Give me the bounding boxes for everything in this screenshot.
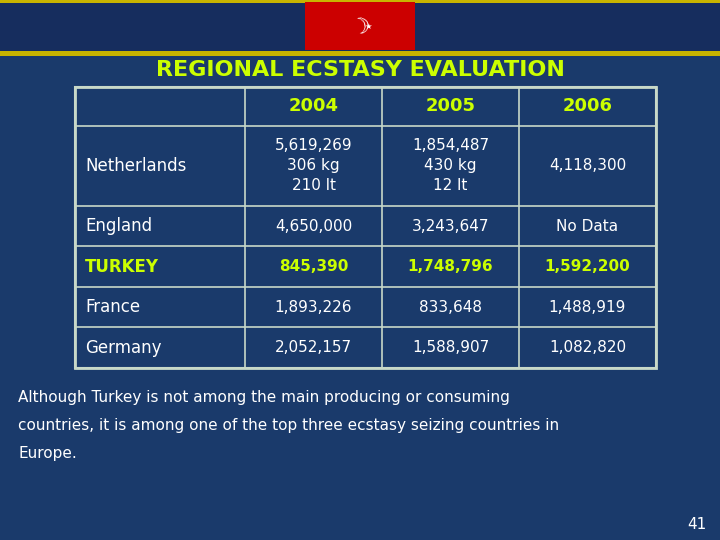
Text: 845,390: 845,390 — [279, 259, 348, 274]
Text: 2005: 2005 — [426, 97, 475, 116]
Text: 833,648: 833,648 — [419, 300, 482, 314]
Bar — [305, 2, 415, 50]
Text: France: France — [85, 298, 140, 316]
Text: 1,592,200: 1,592,200 — [544, 259, 631, 274]
Bar — [0, 0, 720, 3]
Text: England: England — [85, 217, 152, 235]
Text: Germany: Germany — [85, 339, 161, 356]
Text: 1,748,796: 1,748,796 — [408, 259, 493, 274]
Text: 1,893,226: 1,893,226 — [275, 300, 352, 314]
Text: 3,243,647: 3,243,647 — [412, 219, 490, 233]
Text: 1,588,907: 1,588,907 — [412, 340, 489, 355]
Text: 430 kg: 430 kg — [424, 158, 477, 173]
Text: 1,488,919: 1,488,919 — [549, 300, 626, 314]
Text: 2004: 2004 — [289, 97, 338, 116]
Text: 1,854,487: 1,854,487 — [412, 138, 489, 153]
Text: ☽: ☽ — [348, 15, 372, 38]
Text: 4,650,000: 4,650,000 — [275, 219, 352, 233]
Text: 1,082,820: 1,082,820 — [549, 340, 626, 355]
Text: Although Turkey is not among the main producing or consuming: Although Turkey is not among the main pr… — [18, 390, 510, 405]
Text: 41: 41 — [687, 517, 706, 532]
Text: Europe.: Europe. — [18, 446, 77, 461]
Text: REGIONAL ECSTASY EVALUATION: REGIONAL ECSTASY EVALUATION — [156, 60, 564, 80]
Text: 2006: 2006 — [562, 97, 613, 116]
Text: 210 lt: 210 lt — [292, 178, 336, 193]
Text: 12 lt: 12 lt — [433, 178, 468, 193]
Text: TURKEY: TURKEY — [85, 258, 159, 275]
Text: 5,619,269: 5,619,269 — [275, 138, 352, 153]
Text: 4,118,300: 4,118,300 — [549, 158, 626, 173]
Text: ★: ★ — [364, 22, 372, 30]
Bar — [0, 0, 720, 52]
Text: Netherlands: Netherlands — [85, 157, 186, 175]
Bar — [75, 87, 656, 368]
Text: 306 kg: 306 kg — [287, 158, 340, 173]
Bar — [0, 51, 720, 56]
Text: countries, it is among one of the top three ecstasy seizing countries in: countries, it is among one of the top th… — [18, 418, 559, 433]
Text: 2,052,157: 2,052,157 — [275, 340, 352, 355]
Bar — [75, 87, 656, 368]
Text: No Data: No Data — [557, 219, 618, 233]
